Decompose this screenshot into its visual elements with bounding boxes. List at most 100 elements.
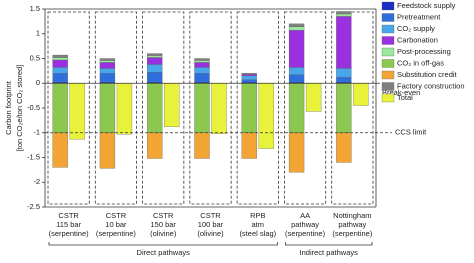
legend-swatch: [381, 93, 395, 103]
bar-segment: [194, 60, 210, 63]
x-tick-label: RPB: [250, 211, 265, 220]
bar-segment: [288, 67, 305, 75]
reference-label: CCS limit: [395, 128, 427, 137]
bar-segment: [241, 79, 257, 83]
bar-segment: [99, 83, 116, 133]
group-box: [142, 11, 185, 205]
x-tick-label: pathway: [291, 220, 319, 229]
total-bar: [116, 83, 133, 135]
legend-label: Carbonation: [397, 35, 438, 44]
y-tick-label: -1: [33, 128, 40, 137]
bar-segment: [241, 74, 257, 76]
bar-segment: [194, 132, 210, 159]
legend-label: Factory construction: [397, 81, 465, 90]
bar-segment: [147, 55, 163, 58]
x-tick-label: AA: [300, 211, 310, 220]
total-bar: [164, 83, 180, 127]
bar-segment: [288, 26, 305, 31]
bar-segment: [288, 83, 305, 133]
x-tick-label: (olivine): [150, 229, 177, 238]
bar-segment: [99, 68, 116, 74]
bar-segment: [147, 83, 163, 133]
bar-segment: [147, 132, 163, 159]
x-tick-label: CSTR: [58, 211, 79, 220]
legend-label: CO₂ supply: [397, 24, 435, 33]
y-tick-label: -2: [33, 177, 40, 186]
bar-segment: [52, 83, 68, 133]
y-tick-label: -1.5: [27, 152, 40, 161]
bar-segment: [336, 16, 352, 69]
y-tick-label: 0: [36, 78, 40, 87]
legend-label: Feedstock supply: [397, 1, 456, 10]
x-tick-label: (serpentine): [96, 229, 137, 238]
bar-segment: [288, 23, 305, 27]
x-tick-label: 10 bar: [105, 220, 127, 229]
bar-segment: [99, 62, 116, 69]
legend-swatch: [381, 59, 395, 68]
legend-swatch: [381, 82, 395, 91]
bar-segment: [147, 53, 163, 56]
bar-segment: [52, 67, 68, 74]
bar-segment: [336, 68, 352, 78]
legend-swatch: [381, 1, 395, 11]
x-tick-label: Nottingham: [333, 211, 371, 220]
bar-segment: [336, 13, 352, 17]
legend-swatch: [381, 70, 395, 80]
legend-label: CO₂ in off-gas: [397, 58, 444, 67]
bar-segment: [194, 83, 210, 133]
y-tick-label: 0.5: [30, 53, 40, 62]
bar-segment: [336, 132, 352, 163]
x-tick-label: pathway: [338, 220, 366, 229]
bar-segment: [147, 57, 163, 65]
bar-segment: [336, 11, 352, 15]
x-tick-label: (serpentine): [49, 229, 90, 238]
x-tick-label: (olivine): [197, 229, 224, 238]
total-bar: [305, 83, 322, 112]
x-tick-label: (serpentine): [332, 229, 373, 238]
y-tick-label: 1: [36, 29, 40, 38]
bar-segment: [336, 77, 352, 83]
bar-segment: [194, 67, 210, 74]
total-bar: [258, 83, 274, 149]
bar-segment: [147, 72, 163, 83]
legend-swatch: [381, 47, 395, 57]
bar-segment: [241, 132, 257, 159]
y-tick-label: -0.5: [27, 103, 40, 112]
x-tick-label: CSTR: [153, 211, 174, 220]
x-tick-label: 115 bar: [56, 220, 81, 229]
bar-segment: [194, 62, 210, 68]
x-tick-label: (steel slag): [239, 229, 276, 238]
bar-segment: [147, 64, 163, 73]
bar-segment: [52, 54, 68, 58]
x-tick-label: CSTR: [200, 211, 221, 220]
bar-segment: [99, 60, 116, 63]
total-bar: [353, 83, 369, 106]
y-tick-label: 1.5: [30, 4, 40, 13]
bar-segment: [99, 73, 116, 83]
bar-segment: [288, 132, 305, 173]
bar-segment: [194, 58, 210, 61]
group-label: Direct pathways: [137, 248, 191, 257]
bar-segment: [241, 75, 257, 80]
bar-segment: [194, 73, 210, 83]
group-bracket: [48, 242, 278, 246]
total-bar: [69, 83, 85, 140]
bar-segment: [99, 132, 116, 169]
group-box: [236, 11, 279, 205]
bar-segment: [52, 57, 68, 61]
legend-swatch: [381, 24, 395, 34]
y-tick-label: -2.5: [27, 202, 40, 211]
x-tick-label: 100 bar: [198, 220, 224, 229]
group-box: [189, 11, 232, 205]
group-box: [284, 11, 327, 205]
group-box: [331, 11, 374, 205]
legend-label: Total: [397, 93, 413, 102]
total-bar: [211, 83, 227, 134]
legend-label: Post-processing: [397, 47, 451, 56]
bar-segment: [52, 59, 68, 68]
group-box: [47, 11, 90, 205]
legend-label: Substitution credit: [397, 70, 458, 79]
group-box: [94, 11, 137, 205]
x-tick-label: 150 bar: [150, 220, 176, 229]
